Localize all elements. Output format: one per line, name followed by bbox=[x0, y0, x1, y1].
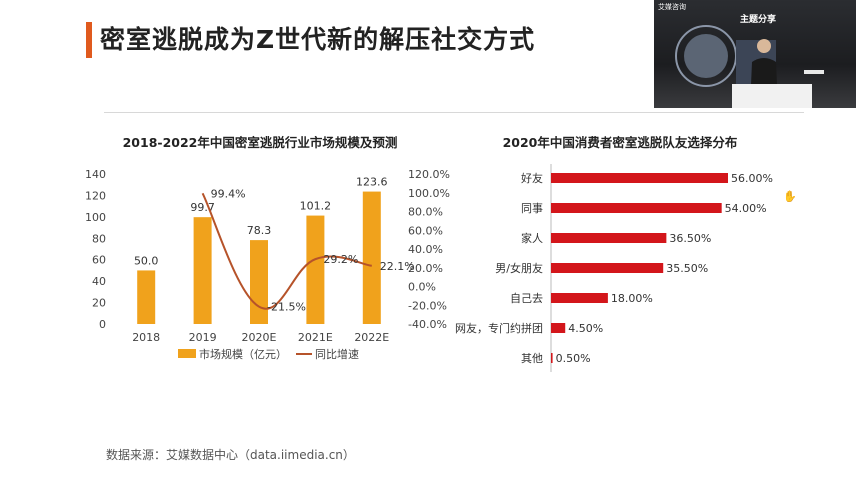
market-size-bar bbox=[362, 191, 381, 324]
video-prop bbox=[804, 70, 824, 74]
x-tick-label: 2021E bbox=[298, 331, 333, 344]
right-y-axis: -40.0% -20.0% 0.0% 20.0% 40.0% 60.0% 80.0% 100.… bbox=[408, 168, 450, 331]
y-tick-label: 40 bbox=[92, 275, 106, 288]
bar-value-label: 54.00% bbox=[725, 202, 767, 215]
y-tick-label: 140 bbox=[85, 168, 106, 181]
teammate-bar bbox=[551, 353, 553, 363]
growth-value-label: -21.5% bbox=[267, 301, 306, 314]
slide-title: 密室逃脱成为Z世代新的解压社交方式 bbox=[100, 25, 536, 54]
teammate-bar bbox=[551, 173, 728, 183]
category-label: 网友，专门约拼团 bbox=[455, 321, 543, 335]
y2-tick-label: 40.0% bbox=[408, 243, 443, 256]
header-divider bbox=[104, 112, 804, 113]
presenter-head bbox=[757, 39, 771, 53]
x-tick-label: 2020E bbox=[242, 331, 277, 344]
bar-value-label: 99.7 bbox=[190, 201, 215, 214]
category-label: 自己去 bbox=[510, 292, 543, 305]
video-scene bbox=[675, 25, 824, 108]
market-size-bars: 50.0 99.7 78.3 101.2 123.6 bbox=[134, 176, 388, 324]
legend-label-line: 同比增速 bbox=[315, 347, 359, 361]
teammate-bar bbox=[551, 323, 566, 333]
market-size-bar bbox=[250, 240, 268, 324]
left-chart-legend: 市场规模（亿元） 同比增速 bbox=[178, 347, 359, 361]
bar-value-label: 18.00% bbox=[611, 292, 653, 305]
y2-tick-label: 60.0% bbox=[408, 224, 443, 237]
y-tick-label: 80 bbox=[92, 232, 106, 245]
bar-value-label: 78.3 bbox=[247, 224, 272, 237]
x-axis: 2018 2019 2020E 2021E 2022E bbox=[132, 331, 389, 344]
category-label: 男/女朋友 bbox=[495, 261, 543, 275]
video-caption: 主题分享 bbox=[740, 15, 777, 25]
bar-value-label: 50.0 bbox=[134, 254, 159, 267]
bar-value-label: 0.50% bbox=[556, 352, 591, 365]
category-label: 同事 bbox=[521, 202, 543, 215]
bar-value-label: 36.50% bbox=[669, 232, 711, 245]
teammate-bar bbox=[551, 293, 608, 303]
market-size-bar bbox=[306, 215, 325, 324]
teammate-bar bbox=[551, 203, 722, 213]
y2-tick-label: 0.0% bbox=[408, 281, 436, 294]
legend-label-bar: 市场规模（亿元） bbox=[199, 347, 287, 361]
category-label: 好友 bbox=[521, 171, 543, 185]
right-chart-title: 2020年中国消费者密室逃脱队友选择分布 bbox=[502, 135, 738, 150]
growth-value-label: 99.4% bbox=[211, 187, 246, 200]
growth-value-label: 29.2% bbox=[323, 253, 358, 266]
bar-value-label: 4.50% bbox=[568, 322, 603, 335]
y-tick-label: 0 bbox=[99, 318, 106, 331]
legend-swatch-bar bbox=[178, 349, 196, 358]
video-brand: 艾媒咨询 bbox=[658, 3, 686, 11]
y-tick-label: 100 bbox=[85, 211, 106, 224]
title-accent-bar bbox=[86, 22, 92, 58]
category-label: 家人 bbox=[521, 231, 543, 245]
bar-value-label: 123.6 bbox=[356, 176, 388, 189]
y-tick-label: 60 bbox=[92, 254, 106, 267]
video-desk bbox=[732, 84, 812, 108]
y2-tick-label: -40.0% bbox=[408, 318, 447, 331]
y-tick-label: 120 bbox=[85, 189, 106, 202]
left-chart-title: 2018-2022年中国密室逃脱行业市场规模及预测 bbox=[122, 135, 398, 150]
y2-tick-label: 120.0% bbox=[408, 168, 450, 181]
y2-tick-label: 80.0% bbox=[408, 206, 443, 219]
growth-value-label: 22.1% bbox=[380, 260, 415, 273]
presenter-video: 艾媒咨询 主题分享 bbox=[654, 0, 856, 108]
y-tick-label: 20 bbox=[92, 297, 106, 310]
data-source: 数据来源：艾媒数据中心（data.iimedia.cn） bbox=[106, 448, 355, 462]
left-y-axis: 0 20 40 60 80 100 120 140 bbox=[85, 168, 106, 331]
bar-value-label: 101.2 bbox=[300, 200, 332, 213]
market-size-bar bbox=[193, 217, 212, 324]
teammate-bar bbox=[551, 263, 664, 273]
x-tick-label: 2022E bbox=[354, 331, 389, 344]
video-ring-center bbox=[684, 34, 728, 78]
market-size-bar bbox=[137, 270, 156, 324]
y2-tick-label: 100.0% bbox=[408, 187, 450, 200]
teammate-bars: 好友 56.00% 同事 54.00% 家人 36.50% 男/女朋友 35.50% 自己去 18… bbox=[455, 164, 773, 372]
bar-value-label: 35.50% bbox=[666, 262, 708, 275]
x-tick-label: 2019 bbox=[189, 331, 217, 344]
bar-value-label: 56.00% bbox=[731, 172, 773, 185]
category-label: 其他 bbox=[521, 352, 543, 365]
y2-tick-label: 20.0% bbox=[408, 262, 443, 275]
teammate-bar bbox=[551, 233, 667, 243]
side-mark: ✋ bbox=[783, 190, 797, 203]
y2-tick-label: -20.0% bbox=[408, 299, 447, 312]
growth-line: 99.4% -21.5% 29.2% 22.1% bbox=[201, 187, 415, 314]
growth-line-path bbox=[201, 192, 372, 310]
x-tick-label: 2018 bbox=[132, 331, 160, 344]
